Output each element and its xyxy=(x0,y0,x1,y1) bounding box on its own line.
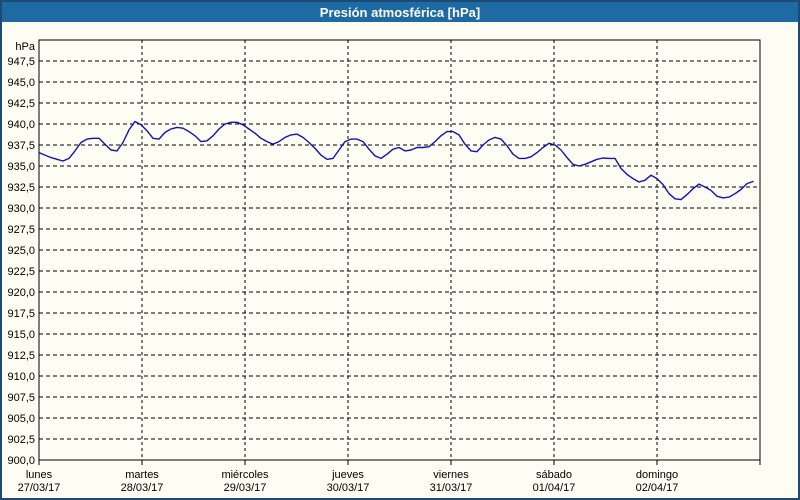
chart-canvas: 947,5 945,0 942,5 940,0 937,5 935,0 932,5 930,0… xyxy=(2,22,798,496)
y-tick-label: 930,0 xyxy=(7,203,35,215)
window-titlebar: Presión atmosférica [hPa] xyxy=(2,2,798,22)
x-date-label: 02/04/17 xyxy=(636,482,679,494)
x-day-label: viernes xyxy=(433,469,469,481)
x-day-label: miércoles xyxy=(221,469,269,481)
y-tick-label: 907,5 xyxy=(7,392,35,404)
y-tick-label: 922,5 xyxy=(7,266,35,278)
y-tick-label: 927,5 xyxy=(7,224,35,236)
y-tick-label: 925,0 xyxy=(7,245,35,257)
plot-border xyxy=(38,39,761,461)
x-day-label: sábado xyxy=(536,469,572,481)
y-tick-label: 920,0 xyxy=(7,287,35,299)
x-date-label: 29/03/17 xyxy=(224,482,267,494)
x-day-label: jueves xyxy=(331,469,364,481)
pressure-line xyxy=(38,120,754,201)
y-tick-label: 942,5 xyxy=(7,98,35,110)
pressure-chart: 947,5 945,0 942,5 940,0 937,5 935,0 932,5 930,0… xyxy=(7,39,761,494)
x-date-label: 27/03/17 xyxy=(18,482,61,494)
x-day-label: domingo xyxy=(636,469,678,481)
y-tick-label: 905,0 xyxy=(7,413,35,425)
x-day-label: martes xyxy=(125,469,159,481)
y-tick-label: 932,5 xyxy=(7,182,35,194)
y-tick-label: 945,0 xyxy=(7,77,35,89)
x-date-label: 30/03/17 xyxy=(327,482,370,494)
window-title: Presión atmosférica [hPa] xyxy=(319,4,481,20)
x-date-label: 01/04/17 xyxy=(533,482,576,494)
y-tick-label: 900,0 xyxy=(7,455,35,467)
y-tick-label: 937,5 xyxy=(7,140,35,152)
y-axis-unit: hPa xyxy=(15,41,35,53)
y-tick-label: 940,0 xyxy=(7,119,35,131)
y-tick-label: 915,0 xyxy=(7,329,35,341)
y-tick-label: 935,0 xyxy=(7,161,35,173)
y-tick-label: 910,0 xyxy=(7,371,35,383)
y-tick-label: 912,5 xyxy=(7,350,35,362)
x-date-label: 31/03/17 xyxy=(430,482,473,494)
y-tick-label: 902,5 xyxy=(7,434,35,446)
y-tick-label: 917,5 xyxy=(7,308,35,320)
y-tick-label: 947,5 xyxy=(7,56,35,68)
x-date-label: 28/03/17 xyxy=(121,482,164,494)
x-day-label: lunes xyxy=(26,469,53,481)
